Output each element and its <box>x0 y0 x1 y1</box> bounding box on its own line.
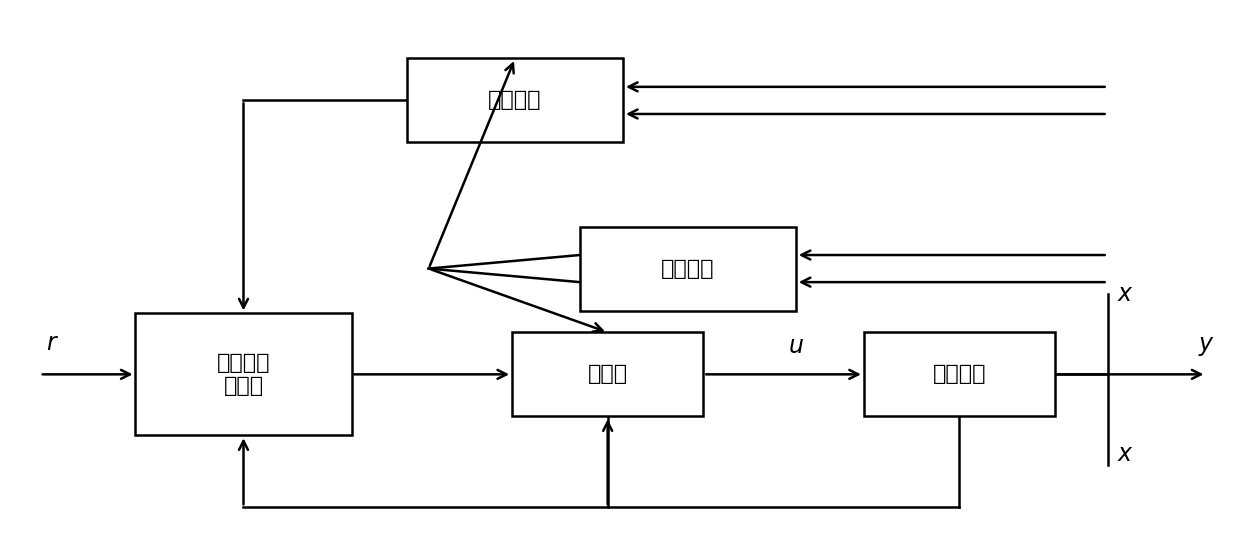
Text: $x$: $x$ <box>1117 442 1135 466</box>
Bar <box>512 332 703 416</box>
Bar <box>135 313 351 435</box>
Text: $x$: $x$ <box>1117 282 1135 306</box>
Text: $r$: $r$ <box>46 332 60 355</box>
Bar <box>407 59 622 142</box>
Text: 参数辨识: 参数辨识 <box>489 90 542 110</box>
Text: $y$: $y$ <box>1198 334 1214 358</box>
Text: 被控对象: 被控对象 <box>932 364 986 384</box>
Text: 协调机制: 协调机制 <box>661 259 714 278</box>
Text: $u$: $u$ <box>787 334 804 358</box>
Bar <box>864 332 1055 416</box>
Bar <box>580 226 796 311</box>
Text: 鲁棒项: 鲁棒项 <box>588 364 627 384</box>
Text: 可调整模
型补偿: 可调整模 型补偿 <box>217 353 270 396</box>
